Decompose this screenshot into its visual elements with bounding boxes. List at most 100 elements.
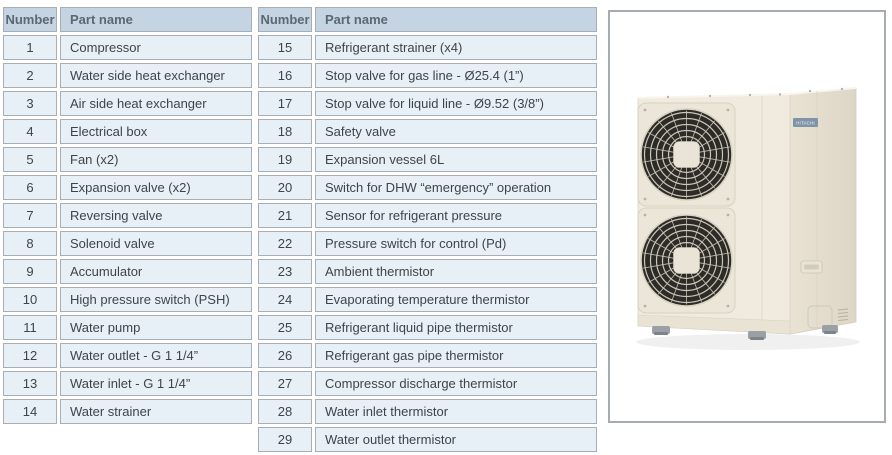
table-row: 10 High pressure switch (PSH) [3, 287, 252, 312]
part-number-cell: 4 [3, 119, 57, 144]
part-name-cell: Accumulator [60, 259, 252, 284]
table-header: Number Part name [258, 7, 597, 32]
part-name-cell: Expansion vessel 6L [315, 147, 597, 172]
table-row: 20 Switch for DHW “emergency” operation [258, 175, 597, 200]
part-name-cell: Switch for DHW “emergency” operation [315, 175, 597, 200]
part-name-cell: Air side heat exchanger [60, 91, 252, 116]
part-number-cell: 29 [258, 427, 312, 452]
part-number-cell: 18 [258, 119, 312, 144]
table-row: 14 Water strainer [3, 399, 252, 424]
part-number-cell: 3 [3, 91, 57, 116]
part-name-cell: Compressor [60, 35, 252, 60]
table-row: 23 Ambient thermistor [258, 259, 597, 284]
table-row: 4 Electrical box [3, 119, 252, 144]
part-number-cell: 27 [258, 371, 312, 396]
part-number-cell: 24 [258, 287, 312, 312]
table-row: 13 Water inlet - G 1 1/4” [3, 371, 252, 396]
part-name-cell: Pressure switch for control (Pd) [315, 231, 597, 256]
part-number-cell: 14 [3, 399, 57, 424]
parts-tables: Number Part name 1 Compressor 2 Water side … [0, 4, 600, 455]
table-row: 16 Stop valve for gas line - Ø25.4 (1”) [258, 63, 597, 88]
fan-grille-bottom [639, 213, 734, 308]
part-name-cell: Electrical box [60, 119, 252, 144]
table-row: 19 Expansion vessel 6L [258, 147, 597, 172]
screws [643, 87, 844, 308]
table-row: 9 Accumulator [3, 259, 252, 284]
table-row: 28 Water inlet thermistor [258, 399, 597, 424]
part-name-cell: Expansion valve (x2) [60, 175, 252, 200]
part-name-cell: Water inlet - G 1 1/4” [60, 371, 252, 396]
table-row: 2 Water side heat exchanger [3, 63, 252, 88]
table-row: 5 Fan (x2) [3, 147, 252, 172]
part-name-cell: Stop valve for gas line - Ø25.4 (1”) [315, 63, 597, 88]
table-row: 27 Compressor discharge thermistor [258, 371, 597, 396]
part-name-cell: Solenoid valve [60, 231, 252, 256]
part-name-cell: Evaporating temperature thermistor [315, 287, 597, 312]
parts-table-left: Number Part name 1 Compressor 2 Water side … [0, 4, 255, 427]
table-row: 18 Safety valve [258, 119, 597, 144]
part-number-cell: 21 [258, 203, 312, 228]
part-name-cell: Refrigerant gas pipe thermistor [315, 343, 597, 368]
part-name-cell: Water pump [60, 315, 252, 340]
part-number-cell: 8 [3, 231, 57, 256]
table-row: 7 Reversing valve [3, 203, 252, 228]
table-row: 12 Water outlet - G 1 1/4” [3, 343, 252, 368]
part-name-cell: Ambient thermistor [315, 259, 597, 284]
hitachi-logo-text: HITACHI [796, 121, 815, 126]
column-header-part-name: Part name [60, 7, 252, 32]
part-name-cell: Water side heat exchanger [60, 63, 252, 88]
part-number-cell: 7 [3, 203, 57, 228]
part-name-cell: Water outlet thermistor [315, 427, 597, 452]
side-vent-slot [800, 260, 823, 274]
table-header: Number Part name [3, 7, 252, 32]
column-header-part-name: Part name [315, 7, 597, 32]
header-row: Number Part name [258, 7, 597, 32]
table-row: 25 Refrigerant liquid pipe thermistor [258, 315, 597, 340]
table-row: 29 Water outlet thermistor [258, 427, 597, 452]
part-name-cell: Safety valve [315, 119, 597, 144]
part-name-cell: Water outlet - G 1 1/4” [60, 343, 252, 368]
part-name-cell: Refrigerant liquid pipe thermistor [315, 315, 597, 340]
part-number-cell: 10 [3, 287, 57, 312]
table-row: 6 Expansion valve (x2) [3, 175, 252, 200]
part-number-cell: 25 [258, 315, 312, 340]
part-number-cell: 2 [3, 63, 57, 88]
table-row: 22 Pressure switch for control (Pd) [258, 231, 597, 256]
table-row: 3 Air side heat exchanger [3, 91, 252, 116]
part-name-cell: Sensor for refrigerant pressure [315, 203, 597, 228]
access-panel [807, 305, 833, 329]
fan-grille-top [639, 107, 734, 202]
part-name-cell: Refrigerant strainer (x4) [315, 35, 597, 60]
part-number-cell: 11 [3, 315, 57, 340]
part-number-cell: 22 [258, 231, 312, 256]
heat-pump-unit: HITACHI [637, 87, 857, 340]
table-row: 17 Stop valve for liquid line - Ø9.52 (3/… [258, 91, 597, 116]
outdoor-unit-image: HITACHI [636, 87, 860, 350]
part-number-cell: 1 [3, 35, 57, 60]
side-louvers [837, 308, 849, 321]
hitachi-badge: HITACHI [793, 118, 818, 127]
unit-feet [652, 325, 838, 340]
parts-table-right: Number Part name 15 Refrigerant strainer … [255, 4, 600, 455]
column-header-number: Number [3, 7, 57, 32]
header-row: Number Part name [3, 7, 252, 32]
table-row: 24 Evaporating temperature thermistor [258, 287, 597, 312]
part-name-cell: High pressure switch (PSH) [60, 287, 252, 312]
part-number-cell: 6 [3, 175, 57, 200]
table-body: 1 Compressor 2 Water side heat exchanger 3 Ai… [3, 35, 252, 424]
part-name-cell: Fan (x2) [60, 147, 252, 172]
part-name-cell: Water strainer [60, 399, 252, 424]
part-name-cell: Reversing valve [60, 203, 252, 228]
part-number-cell: 15 [258, 35, 312, 60]
part-number-cell: 12 [3, 343, 57, 368]
table-row: 21 Sensor for refrigerant pressure [258, 203, 597, 228]
part-number-cell: 28 [258, 399, 312, 424]
part-number-cell: 16 [258, 63, 312, 88]
part-number-cell: 26 [258, 343, 312, 368]
column-header-number: Number [258, 7, 312, 32]
part-number-cell: 23 [258, 259, 312, 284]
table-row: 26 Refrigerant gas pipe thermistor [258, 343, 597, 368]
part-number-cell: 17 [258, 91, 312, 116]
part-name-cell: Stop valve for liquid line - Ø9.52 (3/8”… [315, 91, 597, 116]
part-name-cell: Water inlet thermistor [315, 399, 597, 424]
